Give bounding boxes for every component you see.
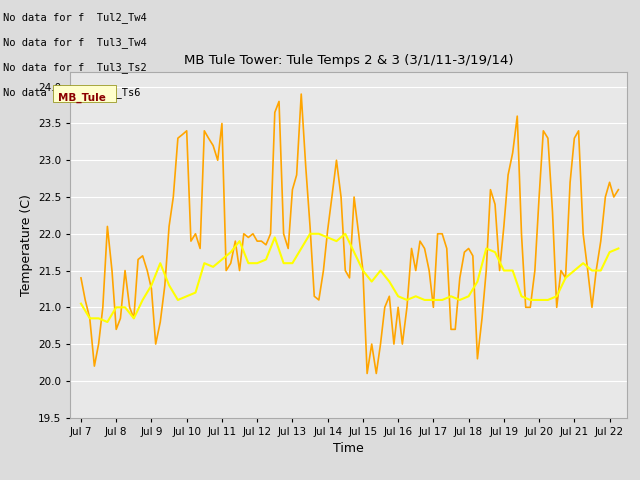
Title: MB Tule Tower: Tule Temps 2 & 3 (3/1/11-3/19/14): MB Tule Tower: Tule Temps 2 & 3 (3/1/11-… — [184, 54, 513, 67]
Text: No data for f  Tul2_Tw4: No data for f Tul2_Tw4 — [3, 12, 147, 23]
Text: MB_Tule: MB_Tule — [58, 93, 106, 103]
Text: No data for f  LMB_Ts6: No data for f LMB_Ts6 — [3, 87, 141, 98]
X-axis label: Time: Time — [333, 442, 364, 455]
Text: No data for f  Tul3_Ts2: No data for f Tul3_Ts2 — [3, 62, 147, 73]
Text: No data for f  Tul3_Tw4: No data for f Tul3_Tw4 — [3, 37, 147, 48]
Y-axis label: Temperature (C): Temperature (C) — [20, 194, 33, 296]
